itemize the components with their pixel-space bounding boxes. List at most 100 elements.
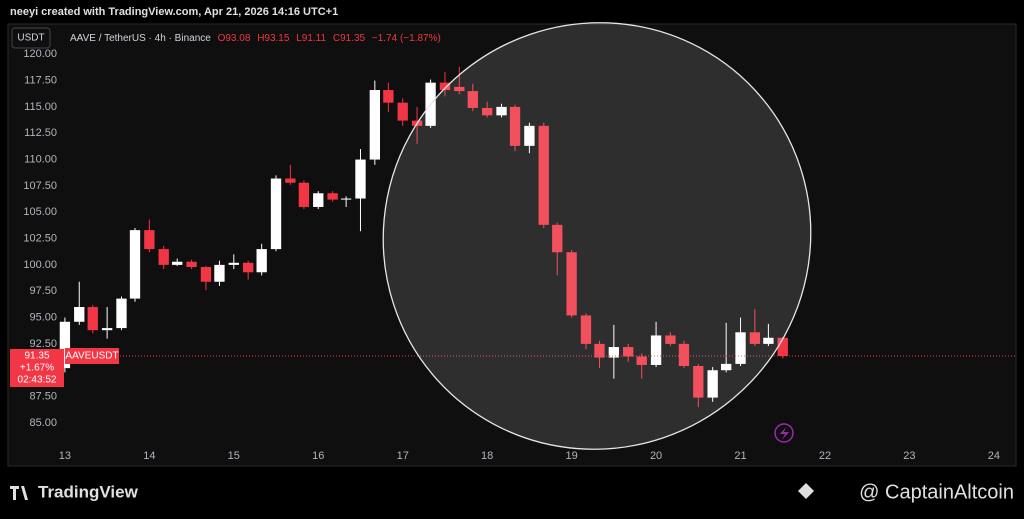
y-tick-label: 107.50: [23, 180, 57, 192]
candle-body: [355, 159, 366, 199]
currency: USDT: [17, 33, 44, 44]
y-tick-label: 85.00: [29, 417, 57, 429]
candle-body: [158, 249, 169, 265]
chart-panel: [7, 23, 1017, 467]
candle-body: [481, 107, 493, 116]
y-tick-label: 87.50: [29, 390, 57, 402]
brand: TradingView: [38, 482, 139, 501]
y-tick-label: 95.00: [29, 311, 57, 323]
candle-body: [144, 230, 155, 250]
symbol-tag: AAVEUSDT: [65, 351, 118, 362]
highlight-ellipse: [382, 22, 812, 450]
candle-body: [454, 86, 465, 92]
x-tick-label: 15: [228, 450, 240, 462]
x-tick-label: 17: [397, 450, 409, 462]
candle-body: [580, 315, 592, 344]
close: C91.35: [333, 33, 366, 44]
candle-body: [439, 82, 451, 91]
candle-body: [101, 328, 113, 331]
low: L91.11: [296, 33, 326, 44]
high: H93.15: [257, 33, 290, 44]
candle-body: [467, 91, 478, 108]
watermark: @ CaptainAltcoin: [859, 481, 1014, 503]
candle-body: [285, 178, 296, 183]
candle-body: [566, 252, 577, 316]
watermark-logo: [798, 483, 814, 499]
candle-body: [87, 307, 98, 331]
x-tick-label: 16: [312, 450, 324, 462]
price-tag-box: [10, 348, 64, 387]
x-tick-label: 13: [59, 450, 71, 462]
candle-body: [242, 262, 254, 273]
candle-body: [636, 356, 647, 365]
y-tick-label: 92.50: [29, 338, 57, 350]
candle-body: [383, 90, 394, 103]
credit: neeyi created with TradingView.com, Apr …: [10, 6, 338, 18]
candle-body: [496, 106, 507, 116]
open: O93.08: [218, 33, 251, 44]
y-tick-label: 102.50: [23, 232, 57, 244]
candle-body: [650, 335, 662, 365]
change: −1.74 (−1.87%): [372, 33, 441, 44]
candle-body: [256, 249, 267, 273]
candle-body: [313, 193, 324, 207]
candle-body: [777, 337, 788, 356]
candle-body: [552, 224, 563, 253]
candle-body: [228, 262, 239, 265]
y-tick-label: 100.00: [23, 259, 57, 271]
x-tick-label: 20: [650, 450, 662, 462]
candle-body: [186, 261, 197, 267]
price-tag-countdown: 02:43:52: [18, 375, 57, 386]
candle-body: [200, 266, 212, 282]
y-tick-label: 110.00: [24, 153, 57, 165]
candle-body: [172, 261, 183, 265]
candle-body: [623, 347, 634, 357]
x-tick-label: 19: [565, 450, 577, 462]
candle-body: [270, 178, 282, 250]
candle-body: [720, 363, 732, 371]
price-tag: 91.35+1.67%02:43:52 AAVEUSDT: [10, 347, 119, 387]
candle-body: [369, 90, 381, 160]
alert-icon[interactable]: [774, 423, 794, 443]
candle-body: [298, 182, 310, 207]
candle-body: [678, 343, 690, 367]
candle-body: [749, 332, 761, 344]
candle-body: [735, 332, 746, 364]
x-tick-label: 18: [481, 450, 493, 462]
y-tick-label: 115.00: [24, 101, 57, 113]
candle-body: [524, 125, 535, 146]
alert-bolt: [780, 427, 789, 440]
x-tick-label: 24: [988, 450, 1000, 462]
x-tick-label: 21: [734, 450, 746, 462]
candle-body: [665, 335, 676, 344]
candle-body: [509, 106, 521, 146]
x-tick-label: 22: [819, 450, 831, 462]
symbol: AAVE / TetherUS · 4h · Binance: [70, 33, 211, 44]
y-tick-label: 120.00: [23, 48, 57, 60]
candle-body: [327, 193, 338, 200]
symbol-tag-box: [65, 347, 119, 364]
price-tag-change: +1.67%: [20, 363, 54, 374]
y-tick-label: 117.50: [24, 74, 57, 86]
candle-body: [763, 337, 774, 344]
candle-body: [397, 102, 408, 121]
candle-body: [693, 366, 704, 398]
plot: 85.0087.5090.0092.5095.0097.50100.00102.…: [23, 48, 1015, 462]
candle-body: [74, 307, 85, 322]
currency-button[interactable]: [11, 27, 51, 49]
y-tick-label: 97.50: [29, 285, 57, 297]
x-tick-label: 23: [903, 450, 915, 462]
candle-body: [707, 370, 718, 398]
x-tick-label: 14: [143, 450, 155, 462]
legend: AAVE / TetherUS · 4h · Binance O93.08 H9…: [70, 33, 441, 44]
candle-body: [59, 321, 71, 369]
candle-body: [340, 198, 352, 200]
price-tag-price: 91.35: [24, 351, 49, 362]
candle-body: [594, 343, 605, 358]
candle-body: [116, 298, 127, 329]
candle-body: [608, 347, 620, 358]
candle-body: [129, 230, 141, 299]
y-tick-label: 105.00: [23, 206, 57, 218]
